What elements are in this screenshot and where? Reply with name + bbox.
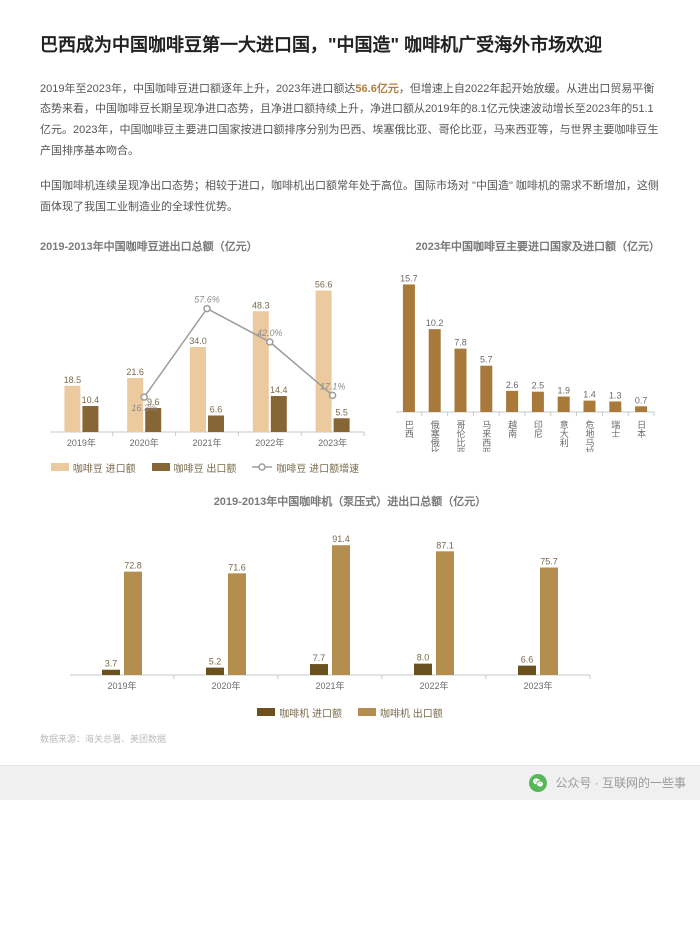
data-source: 数据来源：海关总署、美团数据 <box>40 732 660 745</box>
svg-text:57.6%: 57.6% <box>194 295 220 305</box>
svg-text:91.4: 91.4 <box>332 534 350 544</box>
chart2-title: 2023年中国咖啡豆主要进口国家及进口额（亿元） <box>390 238 660 254</box>
svg-text:14.4: 14.4 <box>270 385 288 395</box>
svg-text:71.6: 71.6 <box>228 562 246 572</box>
svg-text:56.6: 56.6 <box>315 279 333 289</box>
legend-growth: 咖啡豆 进口额增速 <box>252 460 359 475</box>
paragraph-2: 中国咖啡机连续呈现净出口态势；相较于进口，咖啡机出口额常年处于高位。国际市场对 … <box>40 176 660 218</box>
legend-import: 咖啡豆 进口额 <box>51 460 136 475</box>
svg-text:42.0%: 42.0% <box>257 328 283 338</box>
chart-import-countries: 2023年中国咖啡豆主要进口国家及进口额（亿元） 15.7 巴西 10.2 俄塞俄比亚… <box>390 238 660 475</box>
footer-bar: 公众号 · 互联网的一些事 <box>0 765 700 800</box>
chart3-svg: 3.7 72.8 2019年 5.2 71.6 2020年 7.7 91.4 2021年 8.0 8… <box>40 517 600 697</box>
svg-text:瑞士: 瑞士 <box>610 419 620 438</box>
svg-text:8.0: 8.0 <box>417 653 430 663</box>
svg-text:5.2: 5.2 <box>209 657 222 667</box>
svg-text:意大利: 意大利 <box>559 419 569 447</box>
svg-text:34.0: 34.0 <box>189 336 207 346</box>
svg-text:2019年: 2019年 <box>67 437 96 448</box>
svg-text:3.7: 3.7 <box>105 659 118 669</box>
svg-text:危地马拉: 危地马拉 <box>585 419 595 452</box>
chart1-legend: 咖啡豆 进口额 咖啡豆 出口额 咖啡豆 进口额增速 <box>40 460 370 475</box>
svg-text:72.8: 72.8 <box>124 561 142 571</box>
svg-text:哥伦比亚: 哥伦比亚 <box>456 420 466 452</box>
svg-text:7.8: 7.8 <box>454 338 467 348</box>
svg-text:6.6: 6.6 <box>521 655 534 665</box>
chart2-svg: 15.7 巴西 10.2 俄塞俄比亚 7.8 哥伦比亚 5.7 马来西亚 2.6 越南 2.5 印尼 1… <box>390 262 660 452</box>
svg-text:87.1: 87.1 <box>436 540 454 550</box>
para1-highlight: 56.6亿元 <box>355 83 398 95</box>
svg-text:1.9: 1.9 <box>557 386 570 396</box>
svg-text:1.3: 1.3 <box>609 390 622 400</box>
legend3-import: 咖啡机 进口额 <box>257 705 342 720</box>
svg-text:10.2: 10.2 <box>426 318 444 328</box>
svg-text:17.1%: 17.1% <box>320 381 346 391</box>
legend3-export: 咖啡机 出口额 <box>358 705 443 720</box>
svg-text:马来西亚: 马来西亚 <box>481 420 491 452</box>
svg-text:5.7: 5.7 <box>480 355 493 365</box>
svg-text:48.3: 48.3 <box>252 300 270 310</box>
svg-text:75.7: 75.7 <box>540 556 558 566</box>
svg-text:日本: 日本 <box>636 420 646 439</box>
chart1-svg: 18.510.42019年21.69.62020年34.06.62021年48.… <box>40 262 370 452</box>
svg-text:2019年: 2019年 <box>107 680 136 691</box>
svg-text:印尼: 印尼 <box>533 419 543 439</box>
svg-text:越南: 越南 <box>507 419 517 438</box>
chart3-legend: 咖啡机 进口额 咖啡机 出口额 <box>40 705 660 720</box>
svg-text:2022年: 2022年 <box>255 437 284 448</box>
svg-text:6.6: 6.6 <box>210 404 223 414</box>
svg-text:1.4: 1.4 <box>583 390 596 400</box>
svg-text:2.5: 2.5 <box>532 381 545 391</box>
svg-text:俄塞俄比亚: 俄塞俄比亚 <box>430 419 440 452</box>
footer-label: 公众号 · 互联网的一些事 <box>555 774 686 791</box>
svg-text:5.5: 5.5 <box>335 407 348 417</box>
svg-text:2021年: 2021年 <box>315 680 344 691</box>
svg-text:巴西: 巴西 <box>404 420 414 439</box>
svg-text:21.6: 21.6 <box>126 367 144 377</box>
para1-a: 2019年至2023年，中国咖啡豆进口额逐年上升，2023年进口额达 <box>40 83 355 95</box>
svg-text:2022年: 2022年 <box>419 680 448 691</box>
svg-text:2021年: 2021年 <box>192 437 221 448</box>
svg-text:7.7: 7.7 <box>313 653 326 663</box>
svg-text:2020年: 2020年 <box>211 680 240 691</box>
chart-bean-trade: 2019-2013年中国咖啡豆进出口总额（亿元） 18.510.4 2019年 21… <box>40 238 370 475</box>
chart-machine-trade: 2019-2013年中国咖啡机（泵压式）进出口总额（亿元） 3.7 72.8 201… <box>40 493 660 720</box>
chart1-title: 2019-2013年中国咖啡豆进出口总额（亿元） <box>40 238 370 254</box>
svg-text:15.7: 15.7 <box>400 273 418 283</box>
chart3-title: 2019-2013年中国咖啡机（泵压式）进出口总额（亿元） <box>40 493 660 509</box>
svg-text:2023年: 2023年 <box>318 437 347 448</box>
svg-text:10.4: 10.4 <box>82 395 100 405</box>
svg-text:16.3%: 16.3% <box>131 403 157 413</box>
svg-text:18.5: 18.5 <box>64 375 82 385</box>
svg-text:2020年: 2020年 <box>130 437 159 448</box>
paragraph-1: 2019年至2023年，中国咖啡豆进口额逐年上升，2023年进口额达56.6亿元… <box>40 79 660 163</box>
legend-export: 咖啡豆 出口额 <box>152 460 237 475</box>
svg-text:2023年: 2023年 <box>523 680 552 691</box>
svg-text:0.7: 0.7 <box>635 395 648 405</box>
svg-text:2.6: 2.6 <box>506 380 519 390</box>
page-title: 巴西成为中国咖啡豆第一大进口国，"中国造" 咖啡机广受海外市场欢迎 <box>40 30 660 61</box>
wechat-icon <box>529 774 547 792</box>
